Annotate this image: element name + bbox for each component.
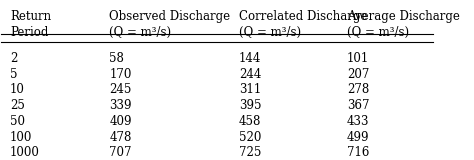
Text: Average Discharge
(Q = m³/s): Average Discharge (Q = m³/s) xyxy=(347,10,460,39)
Text: 2: 2 xyxy=(10,52,18,65)
Text: 207: 207 xyxy=(347,68,369,81)
Text: 58: 58 xyxy=(109,52,124,65)
Text: 433: 433 xyxy=(347,115,369,128)
Text: 458: 458 xyxy=(239,115,261,128)
Text: 101: 101 xyxy=(347,52,369,65)
Text: 244: 244 xyxy=(239,68,261,81)
Text: 339: 339 xyxy=(109,99,132,112)
Text: 311: 311 xyxy=(239,84,261,96)
Text: 245: 245 xyxy=(109,84,132,96)
Text: 25: 25 xyxy=(10,99,25,112)
Text: 144: 144 xyxy=(239,52,261,65)
Text: 5: 5 xyxy=(10,68,18,81)
Text: 1000: 1000 xyxy=(10,146,40,159)
Text: 520: 520 xyxy=(239,131,261,144)
Text: 395: 395 xyxy=(239,99,261,112)
Text: 707: 707 xyxy=(109,146,132,159)
Text: 10: 10 xyxy=(10,84,25,96)
Text: 409: 409 xyxy=(109,115,132,128)
Text: 278: 278 xyxy=(347,84,369,96)
Text: 716: 716 xyxy=(347,146,369,159)
Text: Return
Period: Return Period xyxy=(10,10,51,39)
Text: Observed Discharge
(Q = m³/s): Observed Discharge (Q = m³/s) xyxy=(109,10,230,39)
Text: 367: 367 xyxy=(347,99,369,112)
Text: 725: 725 xyxy=(239,146,261,159)
Text: 50: 50 xyxy=(10,115,25,128)
Text: 170: 170 xyxy=(109,68,132,81)
Text: 478: 478 xyxy=(109,131,132,144)
Text: 499: 499 xyxy=(347,131,369,144)
Text: 100: 100 xyxy=(10,131,32,144)
Text: Correlated Discharge
(Q = m³/s): Correlated Discharge (Q = m³/s) xyxy=(239,10,367,39)
